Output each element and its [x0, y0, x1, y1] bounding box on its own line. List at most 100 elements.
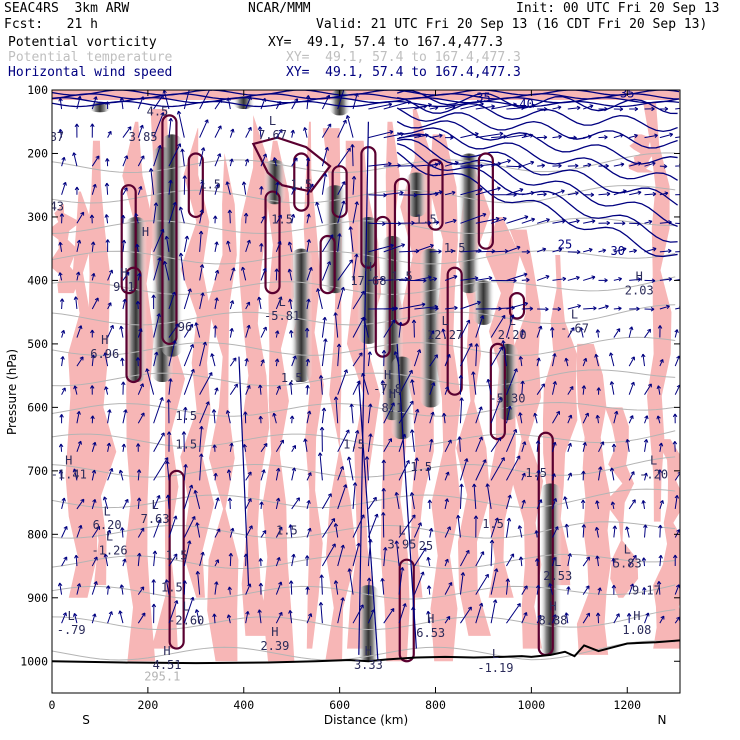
wind-vector [537, 163, 546, 168]
wind-vector [674, 355, 680, 367]
wind-vector [490, 346, 503, 367]
wind-contour [396, 107, 678, 149]
wind-vector [613, 306, 622, 311]
wind-vector [345, 115, 354, 138]
wind-vector [58, 128, 63, 138]
wind-vector [168, 515, 178, 538]
extremum-value: 7.63 [141, 512, 170, 526]
wind-vector [321, 261, 331, 281]
north-end-label: N [658, 713, 667, 727]
wind-vector [214, 269, 220, 281]
wind-vector [153, 519, 162, 538]
wind-vector [659, 500, 665, 510]
wind-vector [153, 94, 164, 110]
wind-vector [441, 328, 446, 338]
wind-vector [60, 329, 66, 338]
wind-vector [598, 441, 605, 453]
wind-vector [214, 581, 219, 595]
wind-vector [245, 384, 251, 395]
extremum-marker: H [384, 368, 391, 382]
wind-vector [563, 496, 569, 510]
wind-vector [475, 104, 495, 110]
wind-vector [629, 133, 638, 139]
wind-vector [259, 243, 264, 252]
wind-vector [244, 158, 250, 167]
wind-vector [629, 161, 642, 167]
wind-vector [567, 163, 579, 169]
wind-vector [214, 183, 220, 195]
wind-vector [505, 494, 512, 510]
wind-vector [429, 220, 440, 225]
pv-contour-line [168, 469, 185, 650]
wind-vector [245, 96, 252, 110]
wind-vector [521, 441, 527, 452]
wind-vector [364, 456, 370, 481]
wind-vector [321, 517, 336, 538]
wind-vector [195, 522, 201, 538]
wind-vector [73, 385, 78, 395]
pv-value-label: 1.5 [391, 269, 413, 283]
wind-vector [429, 411, 435, 424]
wind-vector [368, 243, 394, 253]
pv-core [458, 153, 481, 294]
wind-vector [658, 524, 663, 538]
terrain-line [52, 639, 680, 665]
wind-vector [536, 383, 545, 395]
wind-vector [102, 496, 109, 510]
pv-core [263, 159, 286, 205]
wind-vector [213, 472, 218, 481]
wind-vector [183, 484, 194, 510]
pv-value-label: 1.5 [175, 438, 197, 452]
extremum-value: 7.67 [258, 128, 287, 142]
wind-vector [337, 544, 345, 567]
wind-vector [104, 214, 109, 224]
wind-vector [629, 277, 642, 282]
wind-vector [399, 220, 415, 226]
wind-vector [275, 385, 281, 395]
wind-vector [306, 183, 314, 195]
wind-vector [72, 468, 78, 481]
wind-vector [168, 600, 179, 624]
wind-vector [103, 553, 109, 567]
y-tick-label: 300 [27, 210, 48, 224]
wind-vector [595, 500, 600, 510]
wind-vector [657, 469, 663, 481]
wind-vector [89, 214, 95, 224]
wind-vector [257, 296, 262, 310]
wind-vector [564, 357, 569, 367]
wind-vector [153, 313, 161, 338]
pv-contour-line [120, 184, 137, 295]
wind-vector [275, 526, 283, 538]
wind-vector [119, 97, 125, 110]
wind-vector [91, 469, 97, 481]
wind-vector [119, 584, 125, 595]
wind-vector [459, 458, 469, 481]
wind-vector [214, 125, 222, 138]
pv-fill-region [180, 128, 215, 598]
wind-vector [135, 357, 141, 367]
wind-vector [137, 552, 142, 567]
wind-vector [628, 471, 635, 481]
wind-vector [76, 498, 85, 510]
wind-vector [225, 181, 231, 195]
pv-value-label: 3.85 [129, 130, 158, 144]
wind-vector [288, 580, 294, 595]
pv-value-label: 1.5 [276, 523, 298, 537]
wind-vector [61, 497, 66, 510]
wind-vector [245, 239, 251, 253]
wind-vector [107, 269, 114, 281]
wind-vector [656, 415, 661, 424]
wind-vector [137, 527, 145, 538]
wind-vector [59, 213, 65, 224]
extremum-value: 6.20 [93, 518, 122, 532]
wind-vector [105, 239, 110, 252]
wind-vector [178, 206, 185, 224]
wind-vector [105, 158, 110, 167]
wind-vector [383, 402, 395, 424]
wind-vector [59, 414, 64, 424]
wind-vector [659, 358, 664, 367]
wind-vector [212, 444, 217, 452]
wind-vector [628, 356, 635, 367]
wind-vector [103, 352, 109, 367]
wind-vector [644, 328, 652, 338]
